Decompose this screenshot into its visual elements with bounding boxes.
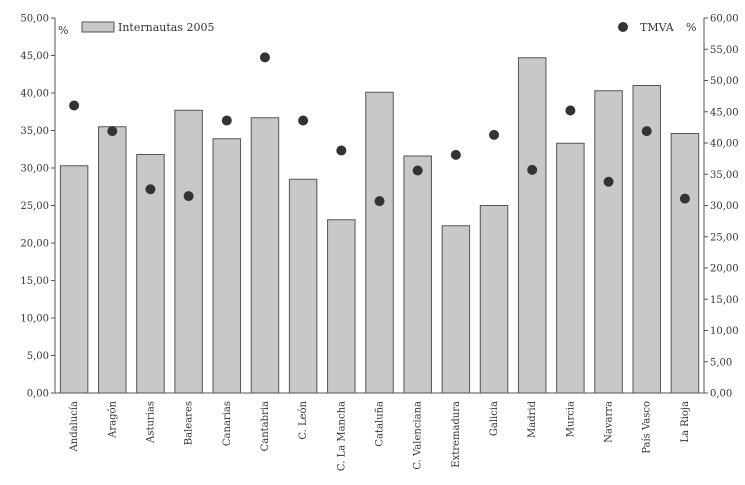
bar-series [59,57,700,394]
right-tick-label: 25,00 [710,232,739,243]
category-label: C. Valenciana [413,401,424,470]
legend-bar-label: Internautas 2005 [118,21,214,34]
left-axis-unit: % [58,24,68,37]
category-label: Asturias [145,401,156,444]
left-tick-label: 35,00 [20,126,49,137]
right-tick-label: 50,00 [710,76,739,87]
category-label: Murcia [565,401,576,437]
legend-bar-swatch [81,21,115,33]
left-axis-ticks: 0,00 5,00 10,00 15,00 20,00 25,00 30,00 35,00 40… [20,14,55,400]
bar [441,225,471,394]
category-label: Baleares [184,401,195,445]
tmva-point [298,115,309,126]
category-label: Madrid [527,400,538,438]
bar [365,91,394,394]
right-axis-ticks: 0,00 5,00 10,00 15,00 20,00 25,00 30,00 35,00 40… [704,14,739,400]
bar [327,219,356,394]
category-label: Galicia [489,401,500,436]
tmva-point [259,52,270,63]
tmva-point [527,164,538,175]
left-tick-label: 0,00 [27,389,49,400]
category-label: Navarra [604,401,615,443]
tmva-point [450,149,461,160]
bar [517,57,547,394]
left-tick-label: 15,00 [20,276,49,287]
category-label: La Rioja [680,401,691,443]
right-tick-label: 30,00 [710,201,739,212]
legend-dot-label: TMVA [640,21,675,34]
legend-dot-swatch [618,22,628,32]
tmva-point [641,126,652,137]
tmva-point [679,193,690,204]
bar [479,205,509,394]
right-axis-unit: % [686,21,696,34]
right-tick-label: 20,00 [710,264,739,275]
bar [59,165,89,394]
tmva-point [374,196,385,207]
tmva-point [489,129,500,140]
bar [250,117,280,394]
left-tick-label: 40,00 [20,89,49,100]
category-labels: Andalucía Aragón Asturias Baleares Canarias C… [69,400,691,471]
left-tick-label: 10,00 [20,314,49,325]
right-tick-label: 15,00 [710,295,739,306]
bar [288,178,318,394]
tmva-point [603,176,614,187]
right-tick-label: 55,00 [710,45,739,56]
left-tick-label: 45,00 [20,51,49,62]
tmva-point [412,165,423,176]
tmva-point [221,115,232,126]
bar [403,155,432,394]
right-tick-label: 35,00 [710,170,739,181]
bar [174,109,203,394]
tmva-point [183,191,194,202]
category-label: País Vasco [642,401,653,454]
left-tick-label: 30,00 [20,164,49,175]
bar [556,142,585,394]
category-label: Aragón [107,400,118,438]
left-tick-label: 25,00 [20,201,49,212]
category-label: Cataluña [375,401,386,447]
right-tick-label: 40,00 [710,139,739,150]
right-tick-label: 10,00 [710,326,739,337]
category-label: Extremadura [451,401,462,468]
category-label: Cantabria [260,401,271,451]
category-label: Canarias [222,401,233,446]
left-tick-label: 20,00 [20,239,49,250]
bar [632,85,661,394]
tmva-point [565,105,576,116]
right-tick-label: 60,00 [710,14,739,25]
tmva-point [336,145,347,156]
bar [594,90,623,394]
bar [670,133,700,394]
left-tick-label: 5,00 [27,351,49,362]
bar [212,138,242,394]
tmva-point [145,184,156,195]
right-tick-label: 5,00 [710,357,732,368]
tmva-point [107,126,118,137]
right-tick-label: 0,00 [710,389,732,400]
category-label: C. León [298,400,309,439]
category-label: Andalucía [69,401,80,452]
left-tick-label: 50,00 [20,14,49,25]
scatter-series [69,52,690,207]
tmva-point [69,100,80,111]
category-label: C. La Mancha [336,401,347,471]
right-tick-label: 45,00 [710,107,739,118]
bar [98,126,127,394]
